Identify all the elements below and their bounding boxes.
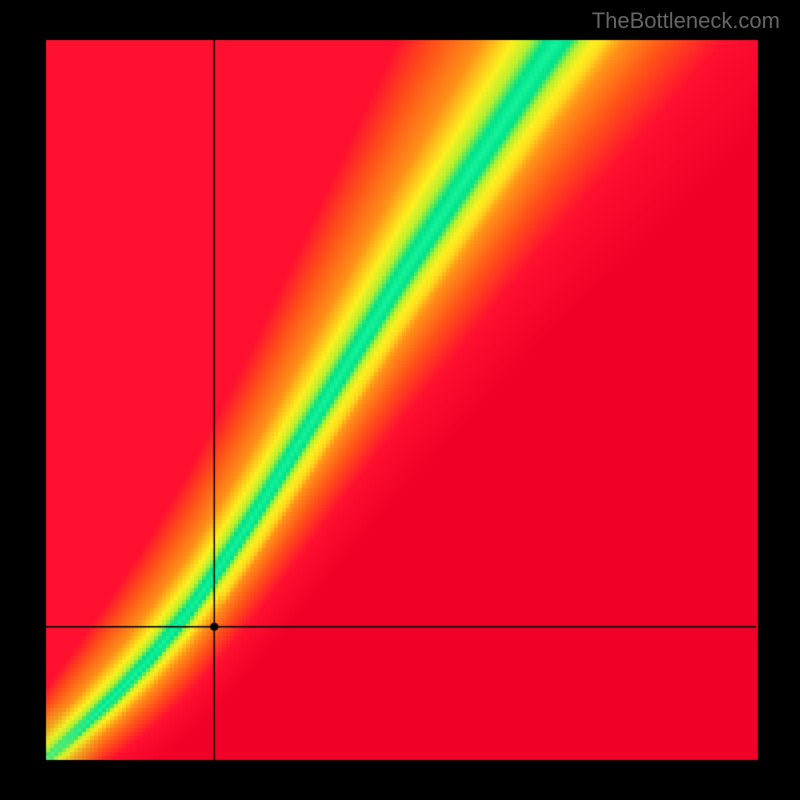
- watermark-text: TheBottleneck.com: [592, 8, 780, 34]
- bottleneck-heatmap: [0, 0, 800, 800]
